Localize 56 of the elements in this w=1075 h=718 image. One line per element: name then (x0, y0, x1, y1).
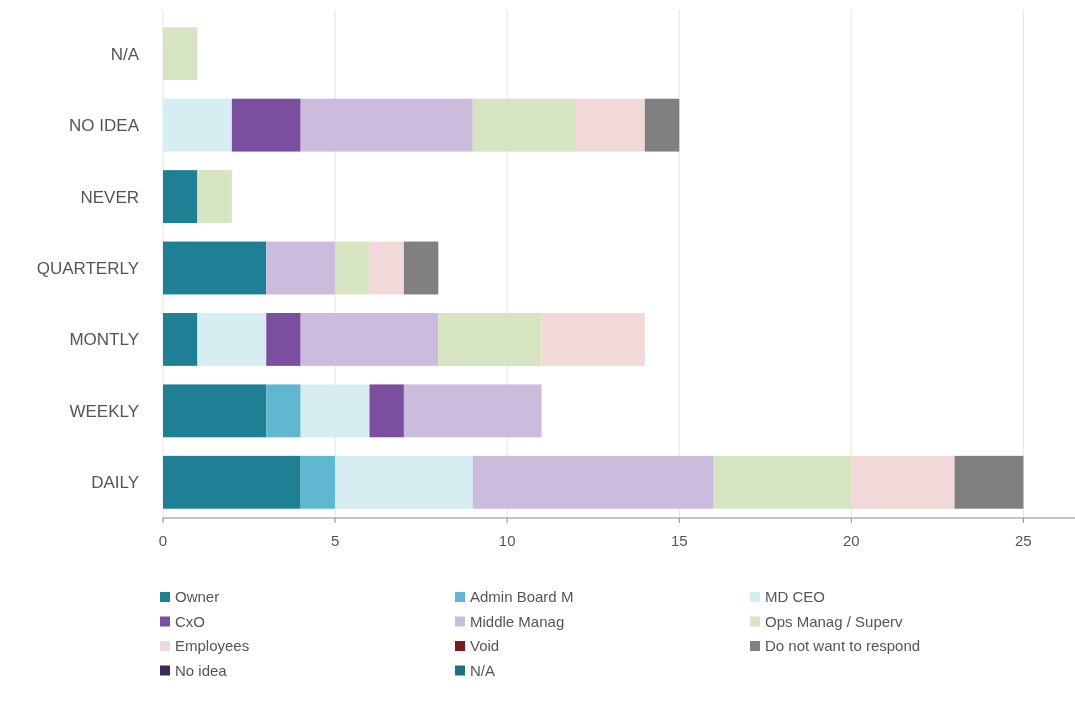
legend-label: N/A (470, 661, 496, 679)
y-tick-label: WEEKLY (69, 401, 139, 421)
bar (335, 455, 473, 509)
y-tick-label: N/A (110, 44, 140, 64)
bar (300, 455, 336, 509)
legend-label: MD CEO (765, 588, 825, 605)
bar (369, 241, 404, 295)
legend-label: No idea (175, 661, 228, 679)
bar (644, 98, 680, 152)
y-tick-label: NO IDEA (69, 116, 140, 136)
x-tick-label: 0 (158, 532, 168, 549)
bar (266, 384, 301, 438)
bar (575, 98, 645, 152)
bar (300, 313, 439, 366)
bar (851, 455, 955, 509)
bar (163, 241, 267, 295)
bar (163, 27, 198, 81)
bar (541, 313, 645, 366)
legend-label: CxO (175, 612, 205, 630)
x-tick-label: 20 (842, 532, 860, 549)
y-tick-label: MONTLY (69, 330, 139, 350)
bar (403, 241, 439, 295)
bar (300, 384, 370, 438)
y-tick-label: DAILY (91, 473, 139, 493)
y-tick-label: QUARTERLY (36, 259, 139, 278)
bar (403, 384, 542, 438)
bar (163, 170, 198, 223)
bar (472, 98, 576, 152)
bar (335, 241, 370, 295)
bar (197, 313, 267, 366)
bar (472, 455, 714, 509)
bar (300, 98, 473, 152)
legend-label: Ops Manag / Superv (765, 612, 904, 630)
legend-label: Employees (175, 637, 250, 654)
bar (266, 241, 336, 295)
bar (369, 384, 404, 438)
x-tick-label: 10 (498, 532, 516, 549)
bar (163, 313, 198, 366)
y-tick-label: NEVER (80, 187, 139, 207)
bar (713, 455, 852, 509)
legend-label: Void (470, 637, 500, 654)
bar (231, 98, 301, 152)
bar (163, 384, 267, 438)
bar (266, 313, 301, 366)
legend-label: Admin Board M (470, 588, 574, 605)
x-tick-label: 15 (670, 532, 688, 549)
bar (438, 313, 542, 366)
x-tick-label: 25 (1015, 532, 1032, 549)
bar (163, 455, 301, 509)
legend-label: Do not want to respond (765, 637, 921, 654)
bar (163, 98, 232, 152)
legend-label: Middle Manag (470, 612, 565, 630)
bar (954, 455, 1024, 509)
bar (197, 170, 232, 223)
legend-label: Owner (175, 588, 220, 605)
x-tick-label: 5 (330, 532, 340, 549)
